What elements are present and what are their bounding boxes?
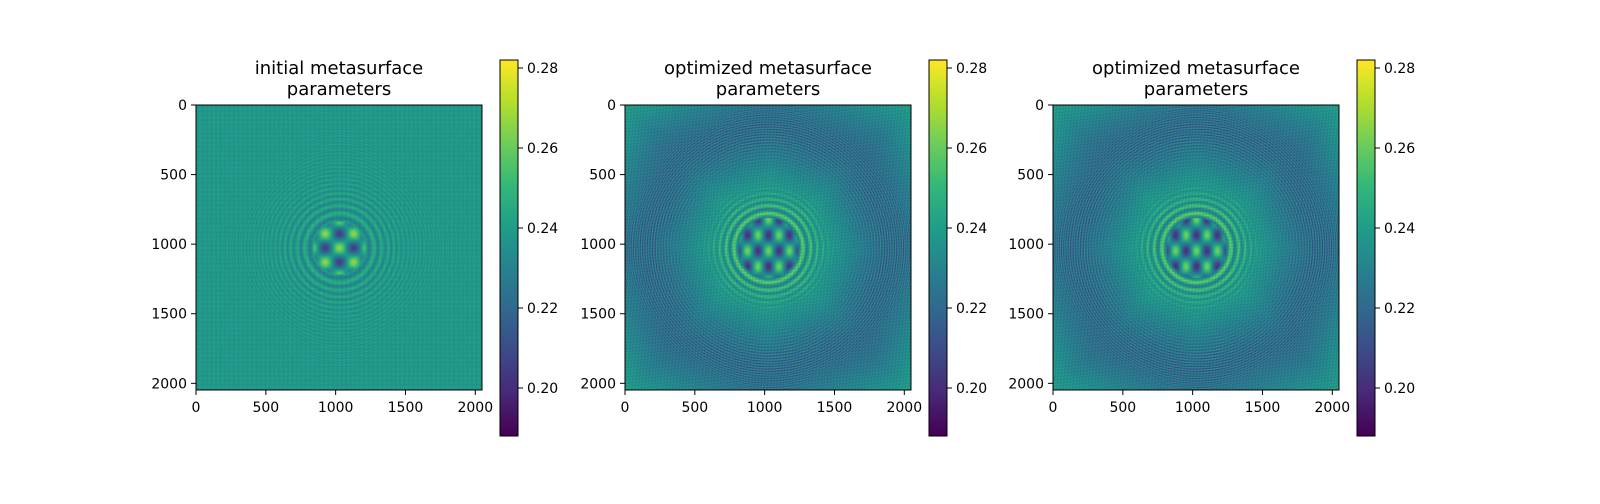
x-tick-label: 1000 [747, 400, 783, 416]
chart-title-line: parameters [716, 79, 820, 100]
chart-title: optimized metasurface parameters [1092, 58, 1300, 100]
colorbar-frame [499, 59, 519, 437]
x-tick-label: 1000 [1175, 400, 1211, 416]
y-tick-label: 0 [607, 98, 616, 114]
y-tick-label: 500 [160, 168, 187, 184]
y-tick-label: 500 [1017, 168, 1044, 184]
chart-title-line: optimized metasurface [1092, 58, 1300, 79]
x-tick-label: 500 [681, 400, 708, 416]
x-tick-label: 1000 [318, 400, 354, 416]
x-tick-label: 2000 [886, 400, 922, 416]
colorbar-tick-label: 0.26 [527, 141, 558, 157]
heatmap-panel-2: optimized metasurface parameters 0 500 1000 1… [580, 58, 987, 437]
colorbar-gradient [1357, 60, 1375, 436]
colorbar-tick-label: 0.22 [527, 301, 558, 317]
y-tick-label: 2000 [151, 376, 187, 392]
x-tick-label: 0 [621, 400, 630, 416]
y-tick-label: 0 [178, 98, 187, 114]
plot-frame [1052, 104, 1340, 391]
y-tick-label: 1000 [151, 237, 187, 253]
x-tick-label: 500 [252, 400, 279, 416]
y-tick-label: 500 [589, 168, 616, 184]
colorbar-tick-label: 0.28 [956, 61, 987, 77]
plot-frame [624, 104, 912, 391]
chart-title-line: parameters [287, 79, 391, 100]
x-tick-label: 2000 [457, 400, 493, 416]
x-tick-label: 1500 [388, 400, 424, 416]
colorbar-tick-label: 0.24 [527, 221, 558, 237]
heatmap-panel-3: optimized metasurface parameters 0 500 1000 1… [1008, 58, 1415, 437]
chart-title: initial metasurface parameters [255, 58, 423, 100]
chart-title: optimized metasurface parameters [664, 58, 872, 100]
colorbar-tick-label: 0.22 [1384, 301, 1415, 317]
chart-title-line: parameters [1144, 79, 1248, 100]
colorbar-tick-label: 0.28 [1384, 61, 1415, 77]
x-tick-label: 0 [192, 400, 201, 416]
colorbar-tick-label: 0.24 [956, 221, 987, 237]
colorbar-tick-label: 0.28 [527, 61, 558, 77]
y-tick-label: 2000 [1008, 376, 1044, 392]
colorbar-tick-label: 0.20 [956, 381, 987, 397]
x-tick-label: 0 [1049, 400, 1058, 416]
colorbar-frame [928, 59, 948, 437]
heatmap-panel-1: initial metasurface parameters 0 500 1000 150… [151, 58, 558, 437]
colorbar-tick-label: 0.22 [956, 301, 987, 317]
colorbar-tick-label: 0.20 [527, 381, 558, 397]
x-tick-label: 2000 [1314, 400, 1350, 416]
colorbar-gradient [929, 60, 947, 436]
x-tick-label: 1500 [817, 400, 853, 416]
colorbar-tick-label: 0.26 [956, 141, 987, 157]
y-tick-label: 1500 [151, 307, 187, 323]
chart-title-line: optimized metasurface [664, 58, 872, 79]
colorbar-tick-label: 0.26 [1384, 141, 1415, 157]
x-tick-label: 500 [1109, 400, 1136, 416]
heatmap-image [1053, 105, 1339, 390]
heatmap-image [625, 105, 911, 390]
y-tick-label: 1500 [580, 307, 616, 323]
y-tick-label: 1500 [1008, 307, 1044, 323]
colorbar-tick-label: 0.24 [1384, 221, 1415, 237]
y-tick-label: 2000 [580, 376, 616, 392]
y-tick-label: 0 [1035, 98, 1044, 114]
chart-title-line: initial metasurface [255, 58, 423, 79]
colorbar-gradient [500, 60, 518, 436]
x-tick-label: 1500 [1245, 400, 1281, 416]
colorbar-frame [1356, 59, 1376, 437]
plot-frame [195, 104, 483, 391]
heatmap-image [196, 105, 482, 390]
y-tick-label: 1000 [580, 237, 616, 253]
colorbar-tick-label: 0.20 [1384, 381, 1415, 397]
y-tick-label: 1000 [1008, 237, 1044, 253]
